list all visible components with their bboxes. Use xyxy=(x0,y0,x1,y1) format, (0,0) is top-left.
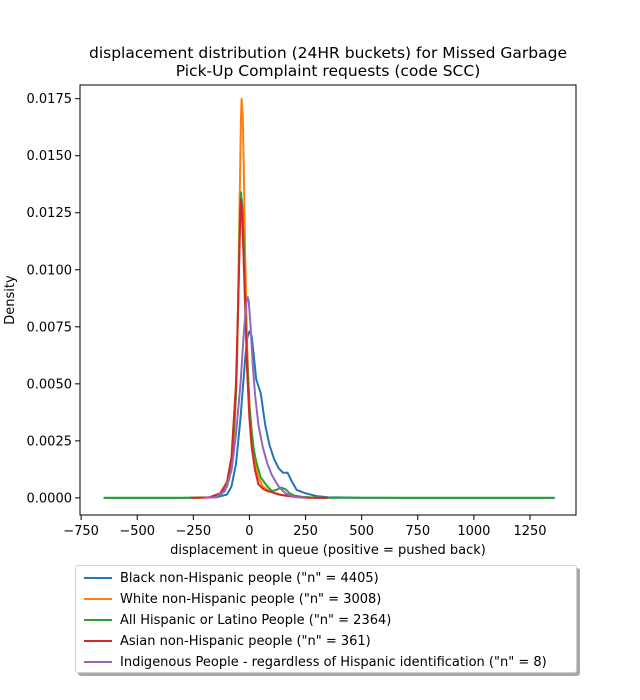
y-tick-label: 0.0100 xyxy=(27,263,73,278)
x-tick-label: 250 xyxy=(293,524,318,539)
density-chart: displacement distribution (24HR buckets)… xyxy=(3,44,577,558)
y-tick-label: 0.0125 xyxy=(27,206,73,221)
y-axis: 0.0000 0.0025 0.0050 0.0075 0.0100 0.0125 0.01… xyxy=(27,92,80,506)
y-tick-label: 0.0075 xyxy=(27,320,73,335)
x-tick-label: 0 xyxy=(245,524,253,539)
x-tick-label: 1000 xyxy=(457,524,490,539)
y-tick-label: 0.0175 xyxy=(27,92,73,107)
legend-entry: Indigenous People - regardless of Hispan… xyxy=(84,652,547,672)
legend-label: Indigenous People - regardless of Hispan… xyxy=(120,654,547,670)
x-tick-label: −750 xyxy=(63,524,99,539)
legend-swatch xyxy=(84,640,112,642)
y-tick-label: 0.0025 xyxy=(27,434,73,449)
plot-frame xyxy=(79,84,577,516)
legend: Black non-Hispanic people ("n" = 4405) Wh… xyxy=(75,565,577,673)
legend-swatch xyxy=(84,661,112,663)
legend-label: Black non-Hispanic people ("n" = 4405) xyxy=(120,570,379,586)
y-tick-label: 0.0050 xyxy=(27,377,73,392)
series-line-3 xyxy=(191,198,329,499)
series-line-0 xyxy=(103,330,555,499)
y-axis-label: Density xyxy=(3,275,18,325)
x-tick-label: 500 xyxy=(349,524,374,539)
legend-entry: Asian non-Hispanic people ("n" = 361) xyxy=(84,631,371,651)
y-tick-label: 0.0150 xyxy=(27,149,73,164)
y-tick-label: 0.0000 xyxy=(27,491,73,506)
legend-swatch xyxy=(84,619,112,621)
legend-swatch xyxy=(84,577,112,579)
legend-entry: White non-Hispanic people ("n" = 3008) xyxy=(84,589,381,609)
legend-label: White non-Hispanic people ("n" = 3008) xyxy=(120,591,382,607)
legend-label: All Hispanic or Latino People ("n" = 236… xyxy=(120,612,392,628)
x-tick-label: 750 xyxy=(405,524,430,539)
x-tick-label: −250 xyxy=(175,524,211,539)
x-axis-label: displacement in queue (positive = pushed… xyxy=(170,543,486,558)
x-tick-label: −500 xyxy=(119,524,155,539)
series-line-4 xyxy=(204,296,306,499)
chart-title-line-2: Pick-Up Complaint requests (code SCC) xyxy=(176,62,481,80)
legend-entry: All Hispanic or Latino People ("n" = 236… xyxy=(84,610,391,630)
x-tick-label: 1250 xyxy=(513,524,546,539)
series-line-2 xyxy=(103,191,555,499)
series-line-1 xyxy=(193,97,333,499)
chart-title-line-1: displacement distribution (24HR buckets)… xyxy=(89,44,567,62)
legend-swatch xyxy=(84,598,112,600)
plot-series-group xyxy=(103,97,555,499)
x-axis: −750 −500 −250 0 250 500 750 1000 1250 xyxy=(63,515,547,539)
legend-entry: Black non-Hispanic people ("n" = 4405) xyxy=(84,568,379,588)
legend-label: Asian non-Hispanic people ("n" = 361) xyxy=(120,633,371,649)
